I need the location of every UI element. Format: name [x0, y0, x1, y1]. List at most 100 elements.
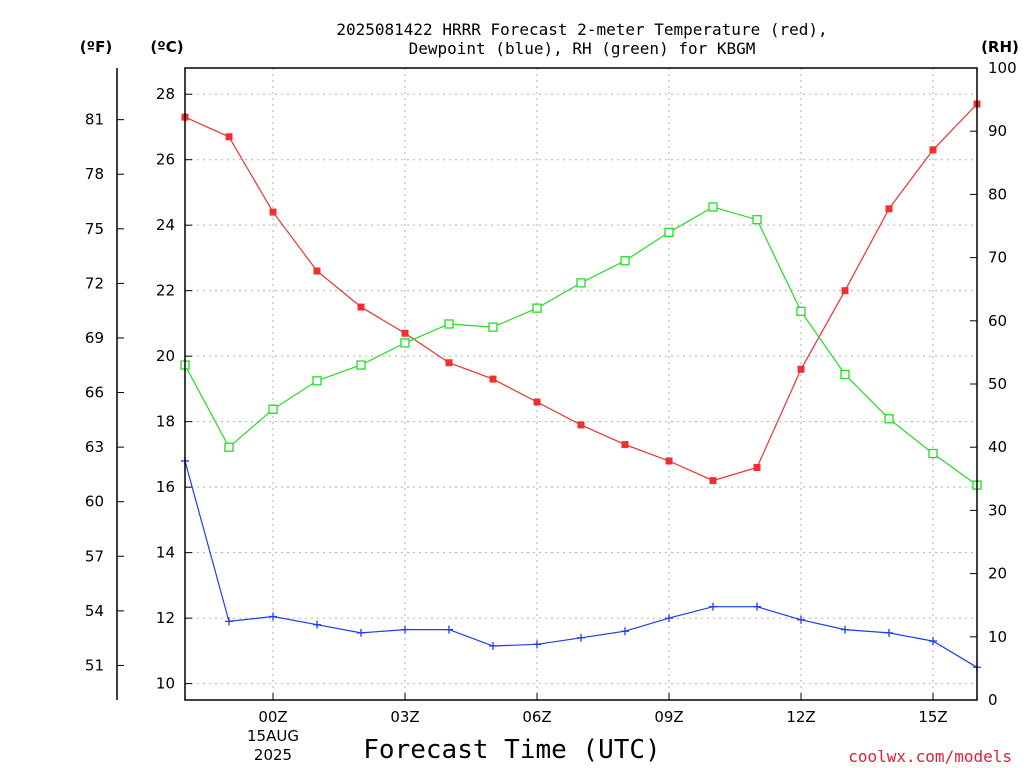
rh-point — [312, 376, 322, 386]
grid-lines — [185, 68, 977, 700]
rh-tick-label: 30 — [988, 501, 1007, 519]
x-tick-label: 15Z — [918, 708, 947, 726]
dewpoint-point — [885, 628, 893, 637]
dewpoint-point — [665, 614, 673, 623]
temperature-point — [929, 146, 937, 154]
dewpoint-point — [929, 637, 937, 646]
celsius-tick-label: 18 — [156, 413, 175, 431]
fahrenheit-tick-label: 54 — [85, 602, 104, 620]
rh-tick-label: 80 — [988, 185, 1007, 203]
rh-tick-label: 0 — [988, 691, 998, 709]
plot-area-frame — [184, 67, 978, 701]
temperature-point — [665, 457, 673, 465]
dewpoint-point — [225, 617, 233, 626]
rh-point — [356, 360, 366, 370]
fahrenheit-tick-label: 81 — [85, 111, 104, 129]
rh-tick-label: 70 — [988, 249, 1007, 267]
dewpoint-point — [445, 625, 453, 634]
rh-tick-label: 60 — [988, 312, 1007, 330]
celsius-tick-label: 10 — [156, 675, 175, 693]
x-date-label: 15AUG — [247, 727, 299, 745]
rh-tick-label: 40 — [988, 438, 1007, 456]
x-tick-label: 06Z — [522, 708, 551, 726]
temperature-point — [269, 208, 277, 216]
rh-point — [488, 322, 498, 332]
rh-point — [884, 414, 894, 424]
rh-point — [532, 303, 542, 313]
temperature-point — [841, 287, 849, 295]
temperature-point — [489, 375, 497, 383]
rh-unit-label: (RH) — [981, 38, 1019, 56]
dewpoint-point — [401, 625, 409, 634]
fahrenheit-tick-label: 72 — [85, 274, 104, 292]
fahrenheit-tick-label: 60 — [85, 493, 104, 511]
rh-point — [796, 306, 806, 316]
rh-point — [840, 369, 850, 380]
dewpoint-point — [533, 640, 541, 649]
temperature-point — [577, 421, 585, 429]
series-lines — [180, 100, 982, 672]
dewpoint-point — [753, 602, 761, 611]
fahrenheit-tick-label: 78 — [85, 165, 104, 183]
celsius-unit-label: (ºC) — [150, 38, 183, 56]
x-tick-label: 00Z — [258, 708, 287, 726]
x-tick-label: 09Z — [654, 708, 683, 726]
x-tick-label: 03Z — [390, 708, 419, 726]
dewpoint-point — [489, 641, 497, 650]
temperature-point — [621, 441, 629, 449]
rh-tick-label: 50 — [988, 375, 1007, 393]
temperature-point — [225, 133, 233, 141]
fahrenheit-tick-label: 66 — [85, 384, 104, 402]
temperature-point — [797, 365, 805, 373]
celsius-tick-label: 26 — [156, 151, 175, 169]
chart-title-line-2: Dewpoint (blue), RH (green) for KBGM — [409, 39, 756, 58]
rh-tick-label: 20 — [988, 565, 1007, 583]
temperature-point — [401, 329, 409, 337]
dewpoint-point — [269, 612, 277, 621]
temperature-point — [753, 464, 761, 472]
dewpoint-point — [313, 620, 321, 629]
celsius-tick-label: 16 — [156, 478, 175, 496]
celsius-tick-label: 28 — [156, 85, 175, 103]
rh-line — [184, 206, 978, 486]
dewpoint-point — [841, 625, 849, 634]
rh-tick-label: 10 — [988, 628, 1007, 646]
rh-point — [268, 404, 278, 414]
rh-tick-label: 100 — [988, 59, 1017, 77]
fahrenheit-tick-label: 51 — [85, 656, 104, 674]
chart-title-line-1: 2025081422 HRRR Forecast 2-meter Tempera… — [336, 20, 827, 39]
rh-point — [224, 442, 234, 452]
temperature-point — [313, 267, 321, 275]
fahrenheit-unit-label: (ºF) — [80, 38, 112, 56]
credit-text: coolwx.com/models — [848, 747, 1012, 766]
rh-point — [928, 448, 938, 459]
dewpoint-point — [357, 628, 365, 637]
fahrenheit-tick-label: 63 — [85, 438, 104, 456]
dewpoint-point — [709, 602, 717, 611]
x-year-label: 2025 — [254, 746, 292, 764]
temperature-point — [885, 205, 893, 213]
rh-point — [400, 338, 410, 348]
rh-point — [620, 256, 630, 266]
temperature-point — [709, 477, 717, 485]
rh-point — [752, 215, 762, 225]
x-axis-title: Forecast Time (UTC) — [363, 735, 660, 765]
temperature-point — [357, 303, 365, 311]
fahrenheit-tick-label: 75 — [85, 220, 104, 238]
rh-point — [444, 319, 454, 329]
celsius-tick-label: 24 — [156, 216, 175, 234]
celsius-tick-label: 22 — [156, 282, 175, 300]
rh-point — [664, 227, 674, 237]
dewpoint-point — [797, 615, 805, 624]
axis-ticks: 10 12 14 16 18 20 22 24 26 28 51 54 57 60 63 66 69 72 75 78… — [85, 59, 1017, 764]
celsius-tick-label: 12 — [156, 609, 175, 627]
temperature-point — [533, 398, 541, 406]
dewpoint-point — [577, 633, 585, 642]
fahrenheit-tick-label: 69 — [85, 329, 104, 347]
fahrenheit-tick-label: 57 — [85, 547, 104, 565]
x-tick-label: 12Z — [786, 708, 815, 726]
temperature-point — [445, 359, 453, 367]
dewpoint-point — [621, 627, 629, 636]
rh-point — [576, 278, 586, 288]
